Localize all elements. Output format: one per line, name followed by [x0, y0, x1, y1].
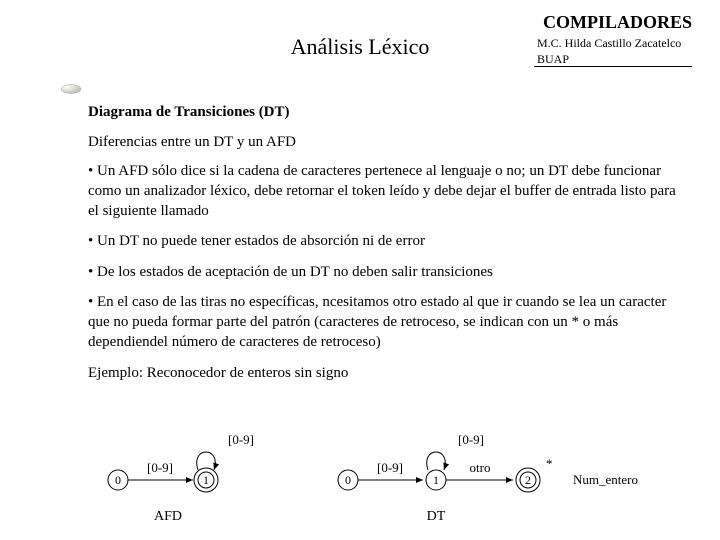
bullet-item: • Un DT no puede tener estados de absorc… [88, 231, 680, 251]
section-heading: Diagrama de Transiciones (DT) [88, 102, 680, 122]
dt-loop1-label: [0-9] [458, 432, 484, 447]
dt-state0-label: 0 [345, 473, 351, 487]
afd-diagram: 0 [0-9] 1 [0-9] AFD [88, 432, 308, 532]
afd-loop1-label: [0-9] [228, 432, 254, 447]
example-label: Ejemplo: Reconocedor de enteros sin sign… [88, 363, 680, 383]
afd-caption: AFD [154, 509, 182, 524]
section-subheading: Diferencias entre un DT y un AFD [88, 132, 680, 152]
author-name: M.C. Hilda Castillo Zacatelco [537, 36, 692, 52]
afd-edge01-label: [0-9] [147, 460, 173, 475]
dt-caption: DT [427, 509, 446, 524]
diagrams-region: 0 [0-9] 1 [0-9] AFD 0 [0-9] 1 [0-9] [88, 432, 680, 532]
author-affiliation: BUAP [537, 52, 692, 68]
dt-output-label: Num_entero [573, 472, 638, 487]
course-label: COMPILADORES [543, 12, 692, 33]
dt-state1-label: 1 [433, 473, 439, 487]
header-divider [534, 66, 692, 67]
bullet-item: • Un AFD sólo dice si la cadena de carac… [88, 161, 680, 222]
dt-diagram: 0 [0-9] 1 [0-9] otro 2 * Num_entero DT [318, 432, 678, 532]
dt-edge01-label: [0-9] [377, 460, 403, 475]
dt-edge12-label: otro [470, 460, 491, 475]
bullet-item: • De los estados de aceptación de un DT … [88, 262, 680, 282]
afd-state1-label: 1 [203, 473, 209, 487]
bullet-item: • En el caso de las tiras no específicas… [88, 292, 680, 353]
content-region: Diagrama de Transiciones (DT) Diferencia… [88, 102, 680, 387]
afd-state0-label: 0 [115, 473, 121, 487]
author-block: M.C. Hilda Castillo Zacatelco BUAP [537, 36, 692, 67]
bullet-bead-icon [60, 84, 82, 94]
dt-star-label: * [546, 456, 553, 471]
dt-state2-label: 2 [525, 473, 531, 487]
